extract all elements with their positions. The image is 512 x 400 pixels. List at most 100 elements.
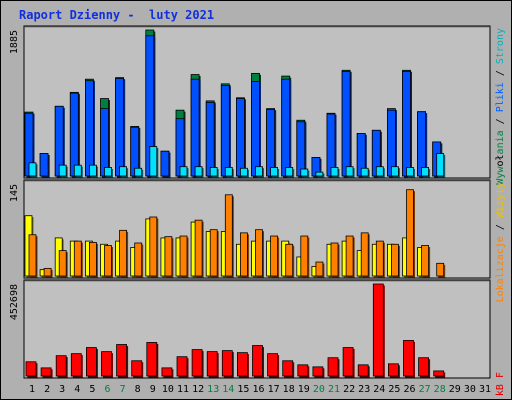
x-tick-label: 11 [177,384,189,395]
x-tick-label: 22 [343,384,355,395]
legend-part: kB F [495,372,506,396]
kbytes-bar [131,360,143,377]
files-bar [266,108,276,177]
kbytes-bar [372,283,384,377]
y-max-label: 145 [9,184,20,202]
kbytes-bar [236,352,248,377]
kbytes-bar [312,366,324,377]
kbytes-bar [433,370,445,377]
sites-bar [300,235,309,277]
sites-bar [164,236,173,277]
legend-top: Wywołania / Pliki / Strony [495,28,506,185]
files-bar [69,92,79,177]
files-bar [205,102,215,177]
x-tick-label: 29 [449,384,461,395]
pages-bar [390,166,399,177]
sites-bar [58,250,67,277]
pages-bar [255,166,263,177]
pages-bar [436,153,445,177]
files-bar [190,78,200,177]
kbytes-bar [70,353,82,377]
x-tick-label: 19 [298,384,310,395]
x-tick-label: 12 [192,384,204,395]
files-bar [85,80,94,177]
x-tick-label: 10 [162,384,174,395]
x-tick-label: 1 [29,384,35,395]
sites-bar [104,245,112,277]
kbytes-bar [267,353,279,377]
x-tick-label: 28 [434,384,446,395]
sites-bar [179,235,188,277]
kbytes-bar [146,342,158,377]
kbytes-bar [40,367,52,377]
sites-bar [255,229,263,277]
sites-bar [43,267,52,277]
pages-bar [406,167,414,177]
legend-part: Wyw [495,166,506,185]
sites-bar [360,232,369,277]
kbytes-bar [176,356,188,377]
pages-bar [330,167,339,177]
kbytes-bar [25,361,37,377]
x-tick-label: 14 [222,384,234,395]
sites-bar [345,235,354,277]
kbytes-bar [191,349,203,377]
files-bar [220,84,230,177]
legend-part: Strony [495,28,506,64]
pages-bar [270,167,279,177]
x-tick-label: 15 [237,384,249,395]
kbytes-bar [116,344,127,377]
legend-middle: Lokalizacje / Wizyty [495,182,506,302]
x-tick-label: 18 [283,384,295,395]
x-tick-label: 27 [419,384,431,395]
x-tick-label: 2 [44,384,50,395]
legend-part: Lokalizacje [495,236,506,302]
kbytes-bar [327,357,339,377]
files-bar [100,108,109,177]
sites-bar [239,232,248,277]
pages-bar [119,166,127,177]
x-tick-label: 26 [403,384,415,395]
pages-bar [224,167,233,177]
files-bar [386,109,396,177]
pages-bar [73,164,82,177]
sites-bar [73,240,82,277]
sites-bar [375,240,384,277]
x-tick-label: 13 [207,384,219,395]
files-bar [402,71,411,177]
y-max-label: 1885 [9,30,20,54]
sites-bar [406,189,414,277]
kbytes-bar [206,351,218,377]
legend-part: ania [495,130,506,154]
sites-bar [390,243,399,277]
kbytes-bar [221,350,233,377]
sites-bar [330,242,339,277]
x-tick-label: 3 [59,384,65,395]
pages-bar [179,166,188,177]
sites-bar [89,241,97,277]
legend-part: / [495,112,506,130]
files-bar [296,121,306,177]
legend-part: Wizyty [495,182,506,218]
x-tick-label: 23 [358,384,370,395]
kbytes-bar [282,360,294,377]
kbytes-bar [418,357,430,377]
y-max-label: 452698 [9,284,20,320]
sites-bar [119,229,127,277]
pages-bar [194,166,203,177]
files-bar [39,153,49,177]
pages-bar [239,167,248,177]
kbytes-bar [342,347,354,377]
kbytes-bar [161,367,173,377]
chart-title: Raport Dzienny - luty 2021 [19,8,215,22]
sites-bar [149,216,158,277]
files-bar [326,113,336,177]
pages-bar [58,164,67,177]
x-tick-label: 4 [74,384,80,395]
sites-bar [209,229,218,277]
sites-bar [270,235,279,277]
pages-bar [360,167,369,177]
x-tick-label: 9 [150,384,156,395]
kbytes-bar [86,347,97,377]
